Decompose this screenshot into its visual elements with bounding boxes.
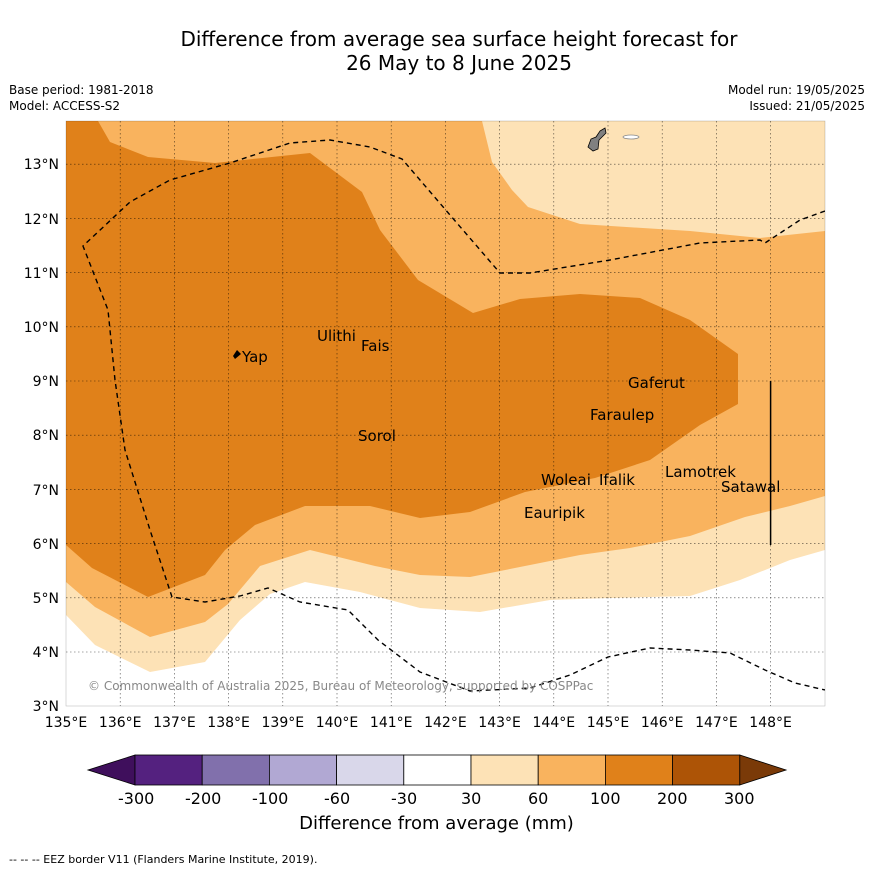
colorbar-tick: 200 [657,789,688,808]
colorbar-extend-high [739,754,788,786]
lat-tick: 7°N [33,483,59,499]
lat-tick: 11°N [24,266,59,282]
colorbar-tick: -300 [118,789,155,808]
band-100-200 [66,121,738,597]
lat-tick: 9°N [33,374,59,390]
title-line-1: Difference from average sea surface heig… [180,27,738,51]
colorbar-segment [605,754,674,786]
issued-date: Issued: 21/05/2025 [749,99,865,113]
lon-tick: 137°E [153,715,196,731]
colorbar-tick: -60 [324,789,351,808]
lon-tick: 147°E [695,715,738,731]
colorbar-title: Difference from average (mm) [299,813,574,834]
place-woleai: Woleai [541,471,591,489]
colorbar-tick: -100 [252,789,289,808]
lon-tick: 145°E [587,715,630,731]
lon-tick: 143°E [478,715,521,731]
place-sorol: Sorol [358,427,396,445]
colorbar-segment [336,754,405,786]
place-ulithi: Ulithi [317,327,356,345]
colorbar-tick: -30 [391,789,418,808]
lat-tick: 12°N [24,212,59,228]
lat-tick: 5°N [33,591,59,607]
lat-tick: 4°N [33,645,59,661]
colorbar-tick: 30 [461,789,482,808]
lon-tick-labels: 135°E 136°E 137°E 138°E 139°E 140°E 141°… [45,715,792,731]
place-ifalik: Ifalik [599,471,635,489]
colorbar-segment [403,754,472,786]
place-labels: Yap Ulithi Fais Sorol Gaferut Faraulep L… [241,327,780,522]
colorbar-segment [537,754,606,786]
colorbar-tick: 100 [590,789,621,808]
lon-tick: 136°E [99,715,142,731]
guam-land [587,127,607,152]
colorbar-tick: 60 [528,789,549,808]
colorbar-tick: 300 [724,789,755,808]
lat-tick: 13°N [24,157,59,173]
eez-footnote: -- -- -- EEZ border V11 (Flanders Marine… [9,853,318,866]
lat-tick: 8°N [33,428,59,444]
map-frame [65,120,826,707]
lon-tick: 141°E [370,715,413,731]
colorbar-segment [201,754,270,786]
place-yap: Yap [241,348,268,366]
place-faraulep: Faraulep [590,406,654,424]
colorbar-segment [672,754,741,786]
rota-land [622,134,640,140]
meta-right: Model run: 19/05/2025 Issued: 21/05/2025 [728,82,865,114]
lon-tick: 140°E [316,715,359,731]
colorbar [86,754,788,786]
lat-tick-labels: 3°N 4°N 5°N 6°N 7°N 8°N 9°N 10°N 11°N 12… [24,157,59,715]
copyright-note: © Commonwealth of Australia 2025, Bureau… [88,679,593,693]
place-lamotrek: Lamotrek [665,463,736,481]
lon-tick: 142°E [424,715,467,731]
model-run: Model run: 19/05/2025 [727,83,865,97]
colorbar-segment [134,754,203,786]
place-gaferut: Gaferut [628,374,685,392]
lon-tick: 144°E [533,715,576,731]
lon-tick: 139°E [262,715,305,731]
base-period: Base period: 1981-2018 [9,83,154,97]
eez-border [82,139,825,692]
lon-tick: 148°E [749,715,792,731]
yap-land [233,350,241,359]
lon-tick: 135°E [45,715,88,731]
lon-tick: 146°E [641,715,684,731]
place-eauripik: Eauripik [524,504,585,522]
colorbar-tick: -200 [185,789,222,808]
lon-tick: 138°E [207,715,250,731]
colorbar-extend-low [86,754,136,786]
lat-tick: 6°N [33,537,59,553]
chart-title: Difference from average sea surface heig… [0,27,873,75]
lat-tick: 10°N [24,320,59,336]
place-satawal: Satawal [721,478,780,496]
place-fais: Fais [361,337,390,355]
lat-tick: 3°N [33,699,59,715]
title-line-2: 26 May to 8 June 2025 [346,51,572,75]
meta-left: Base period: 1981-2018 Model: ACCESS-S2 [9,82,154,114]
colorbar-segment [470,754,539,786]
colorbar-segment [268,754,337,786]
model-name: Model: ACCESS-S2 [9,99,121,113]
map-area: Yap Ulithi Fais Sorol Gaferut Faraulep L… [66,121,825,706]
